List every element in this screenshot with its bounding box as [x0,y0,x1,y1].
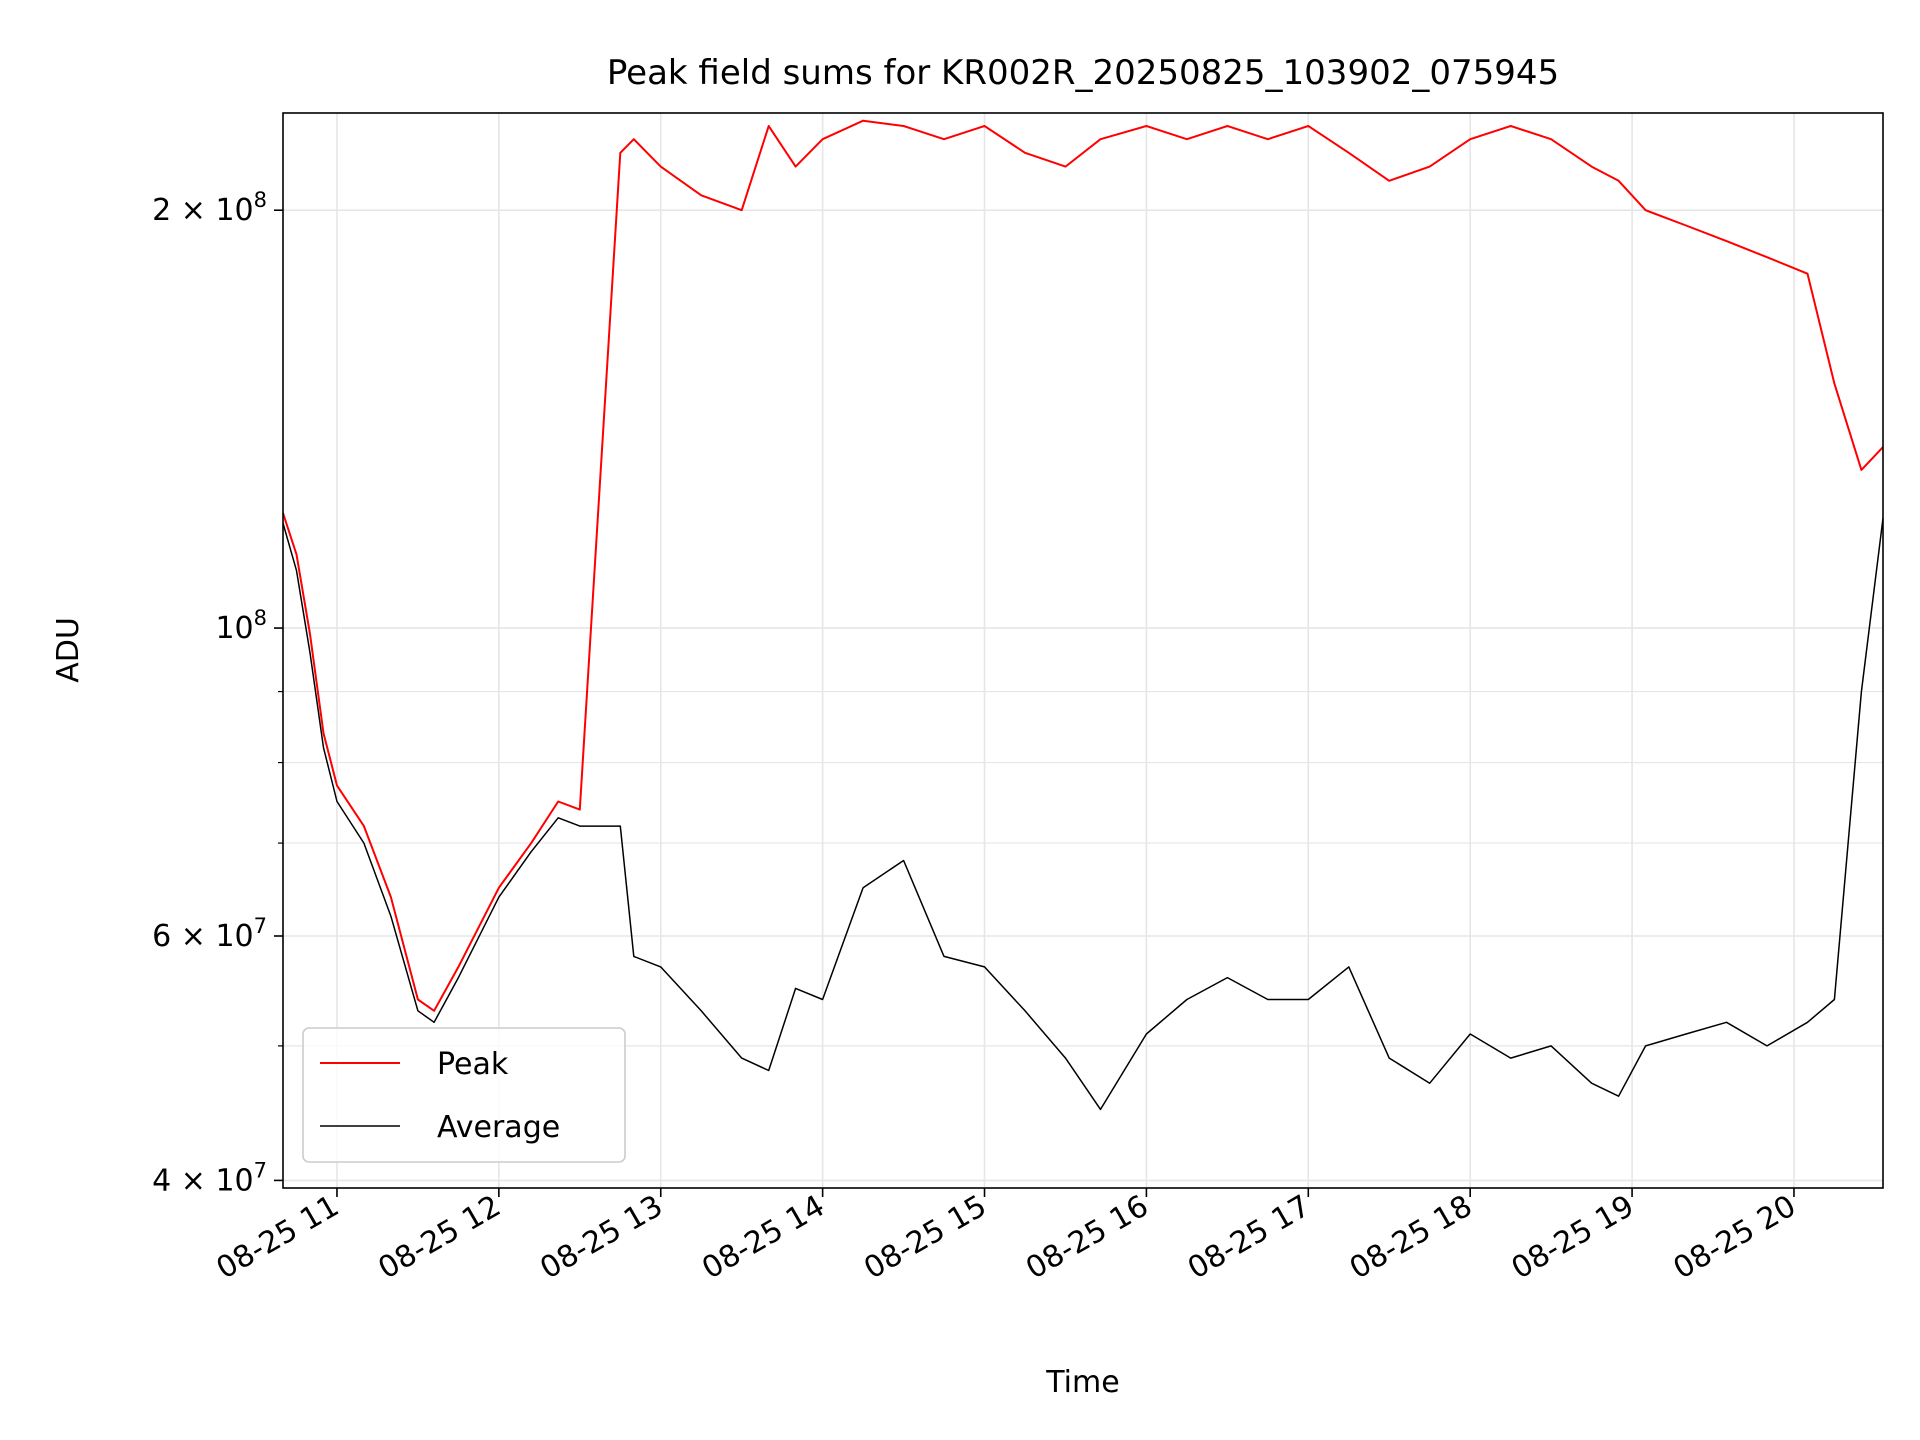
y-tick-times: × 10 [171,919,253,954]
y-tick-mantissa: 4 [152,1163,171,1198]
y-tick-exponent: 7 [254,914,267,938]
y-tick-base: 10 [215,611,253,646]
legend-label-average: Average [437,1110,560,1145]
y-tick-mantissa: 6 [152,919,171,954]
legend-label-peak: Peak [437,1047,509,1082]
series-line-peak [282,119,1884,1012]
y-axis-label: ADU [51,617,86,683]
legend: Peak Average [302,1027,626,1163]
y-tick-times: × 10 [171,193,253,228]
y-tick-exponent: 8 [254,606,267,630]
legend-box [302,1027,626,1163]
y-tick-times: × 10 [171,1163,253,1198]
series-line-average [282,518,1884,1111]
y-tick-label: 4 × 107 [152,1158,267,1198]
series-layer [282,119,1884,1111]
y-tick-exponent: 8 [254,188,267,212]
y-tick-mantissa: 2 [152,193,171,228]
y-tick-label: 108 [215,606,267,646]
y-tick-label: 6 × 107 [152,914,267,954]
plot-frame [282,112,1884,1189]
x-axis-label: Time [1045,1365,1119,1400]
grid-layer [283,113,1883,1188]
y-tick-label: 2 × 108 [152,188,267,228]
chart-title: Peak field sums for KR002R_20250825_1039… [607,53,1559,93]
y-tick-exponent: 7 [254,1158,267,1182]
